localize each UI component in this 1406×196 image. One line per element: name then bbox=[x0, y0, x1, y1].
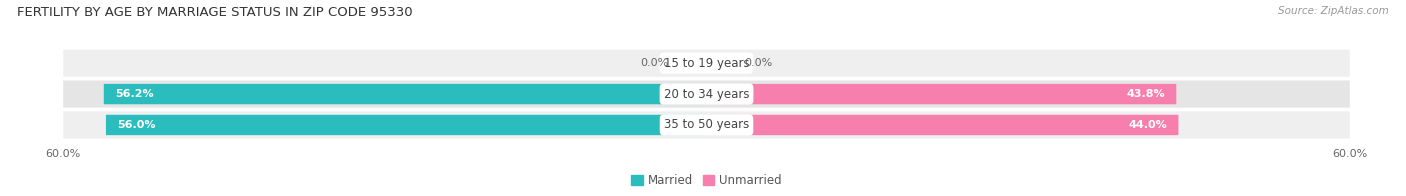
Text: 56.2%: 56.2% bbox=[115, 89, 153, 99]
FancyBboxPatch shape bbox=[706, 84, 1177, 104]
FancyBboxPatch shape bbox=[104, 84, 707, 104]
Text: 35 to 50 years: 35 to 50 years bbox=[664, 118, 749, 132]
Text: Source: ZipAtlas.com: Source: ZipAtlas.com bbox=[1278, 6, 1389, 16]
Text: 0.0%: 0.0% bbox=[744, 58, 772, 68]
Text: 43.8%: 43.8% bbox=[1126, 89, 1166, 99]
FancyBboxPatch shape bbox=[63, 111, 1350, 139]
Text: 20 to 34 years: 20 to 34 years bbox=[664, 88, 749, 101]
FancyBboxPatch shape bbox=[63, 81, 1350, 108]
Text: 56.0%: 56.0% bbox=[117, 120, 156, 130]
Text: FERTILITY BY AGE BY MARRIAGE STATUS IN ZIP CODE 95330: FERTILITY BY AGE BY MARRIAGE STATUS IN Z… bbox=[17, 6, 412, 19]
FancyBboxPatch shape bbox=[105, 115, 707, 135]
FancyBboxPatch shape bbox=[690, 53, 707, 73]
Legend: Married, Unmarried: Married, Unmarried bbox=[627, 170, 786, 192]
Text: 0.0%: 0.0% bbox=[641, 58, 669, 68]
Text: 15 to 19 years: 15 to 19 years bbox=[664, 57, 749, 70]
FancyBboxPatch shape bbox=[63, 50, 1350, 77]
FancyBboxPatch shape bbox=[706, 115, 1178, 135]
Text: 44.0%: 44.0% bbox=[1129, 120, 1167, 130]
FancyBboxPatch shape bbox=[706, 53, 723, 73]
